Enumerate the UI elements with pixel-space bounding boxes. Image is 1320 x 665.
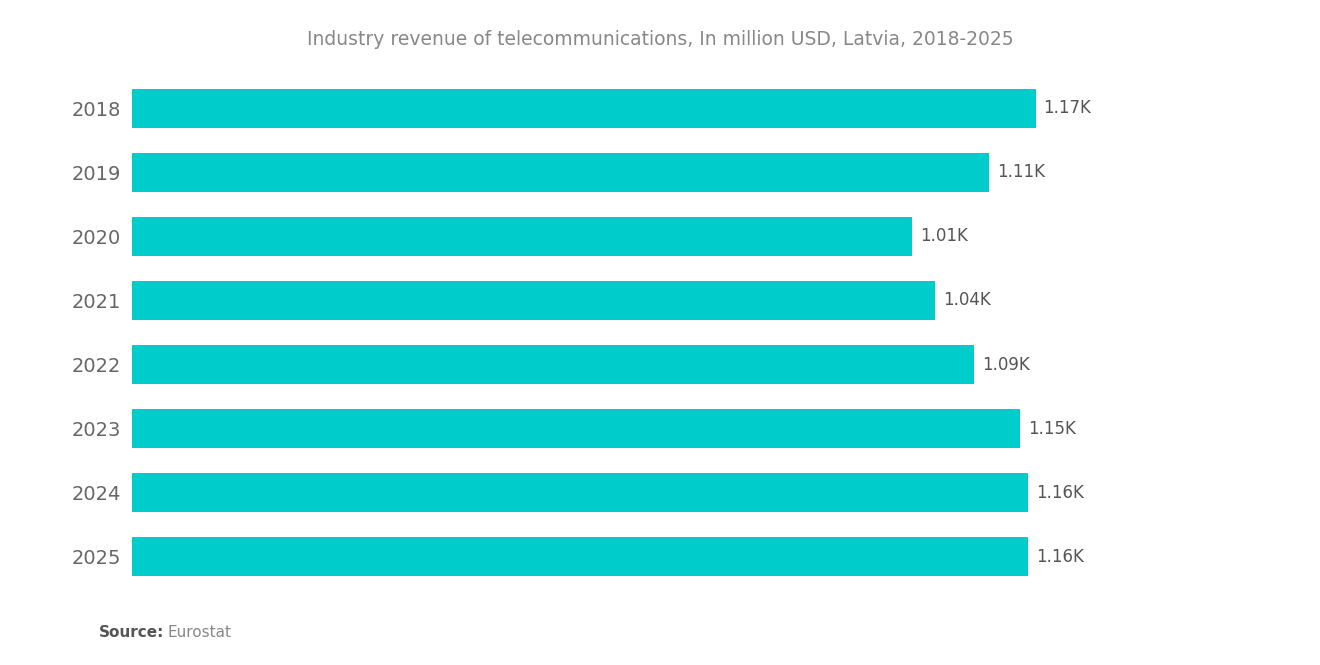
Bar <box>132 344 974 384</box>
Text: 1.15K: 1.15K <box>1028 420 1076 438</box>
Text: 1.09K: 1.09K <box>982 356 1030 374</box>
Text: 1.16K: 1.16K <box>1036 483 1084 501</box>
Text: 1.16K: 1.16K <box>1036 548 1084 566</box>
Text: 1.01K: 1.01K <box>920 227 968 245</box>
Bar <box>132 281 936 321</box>
Text: Source:: Source: <box>99 624 165 640</box>
Bar <box>132 409 1020 448</box>
Bar <box>132 217 912 256</box>
Text: Industry revenue of telecommunications, In million USD, Latvia, 2018-2025: Industry revenue of telecommunications, … <box>306 30 1014 49</box>
Text: 1.04K: 1.04K <box>942 291 991 309</box>
Bar <box>132 537 1028 577</box>
Text: Eurostat: Eurostat <box>168 624 231 640</box>
Text: 1.17K: 1.17K <box>1044 99 1092 117</box>
Bar <box>132 88 1036 128</box>
Text: 1.11K: 1.11K <box>997 164 1045 182</box>
Bar <box>132 152 990 192</box>
Bar <box>132 473 1028 513</box>
